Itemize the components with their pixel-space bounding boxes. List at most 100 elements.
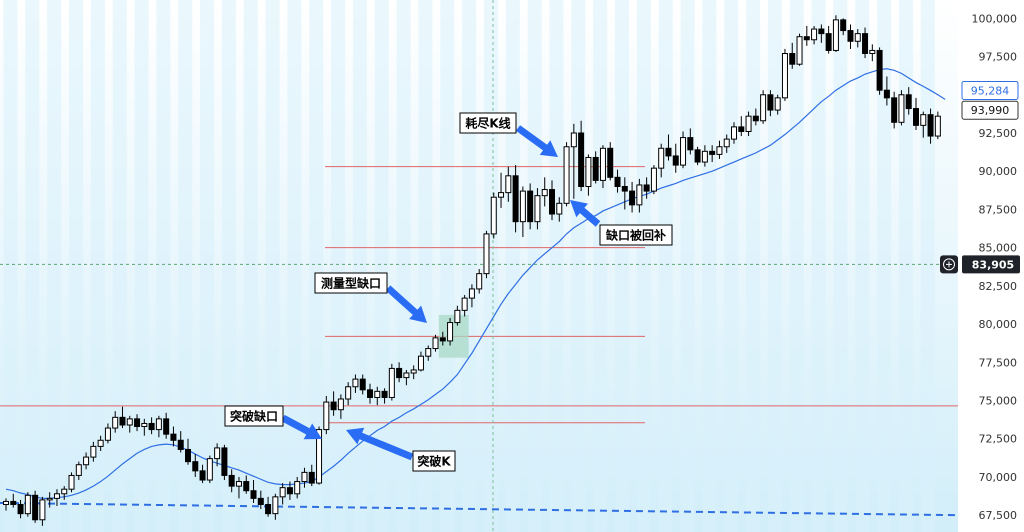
candle-body xyxy=(75,464,82,476)
background-stripe xyxy=(658,0,673,532)
background-stripe xyxy=(724,0,739,532)
candle-body xyxy=(3,500,9,505)
candle-body xyxy=(774,97,781,111)
candle xyxy=(61,486,68,500)
background-stripe xyxy=(396,0,411,532)
candle-body xyxy=(10,500,17,505)
candle-body xyxy=(701,150,708,163)
candle-body xyxy=(439,337,446,342)
candle-body xyxy=(155,418,162,431)
background-stripes xyxy=(3,0,935,532)
last-price-tag xyxy=(961,100,1019,120)
candle xyxy=(563,142,570,207)
candle xyxy=(294,476,301,499)
candle xyxy=(214,443,221,467)
candle xyxy=(650,165,657,195)
candle xyxy=(701,145,708,167)
candle-body xyxy=(767,94,774,111)
price-tick-label: 77,500 xyxy=(979,356,1018,369)
last-price-text: 93,990 xyxy=(971,104,1010,117)
candle xyxy=(381,388,388,404)
candle xyxy=(913,97,919,130)
candle-body xyxy=(308,471,315,484)
candle xyxy=(417,351,424,372)
candle xyxy=(155,415,162,438)
candle-body xyxy=(221,447,228,476)
candle-body xyxy=(46,497,53,501)
candle xyxy=(920,111,927,138)
moving-average-line xyxy=(5,68,946,499)
candle-body xyxy=(206,458,213,481)
candle-body xyxy=(170,433,177,441)
candle-body xyxy=(32,494,39,521)
candle xyxy=(206,455,213,484)
candle xyxy=(97,435,104,451)
background-stripe xyxy=(134,0,149,532)
background-stripe xyxy=(636,0,651,532)
candle-body xyxy=(461,297,468,311)
candle xyxy=(541,177,548,207)
candle xyxy=(556,197,563,222)
candle xyxy=(46,492,53,508)
background-stripe xyxy=(833,0,848,532)
candle-body xyxy=(286,487,293,495)
candle-body xyxy=(447,322,454,342)
annotation-label: 突破K xyxy=(412,450,456,472)
candle xyxy=(723,134,730,153)
background-stripe xyxy=(309,0,324,532)
price-tick-label: 67,500 xyxy=(979,509,1018,522)
annotation-text: 突破缺口 xyxy=(230,409,278,424)
candle-body xyxy=(840,19,847,32)
background-stripe xyxy=(746,0,761,532)
candle xyxy=(104,423,111,444)
background-stripe xyxy=(156,0,171,532)
candle xyxy=(534,188,541,230)
annotation-box xyxy=(599,224,673,246)
background-stripe xyxy=(615,0,630,532)
candle-body xyxy=(17,503,24,515)
candle-body xyxy=(643,184,650,192)
candle-body xyxy=(352,378,359,388)
candle-body xyxy=(854,33,861,42)
candle xyxy=(891,91,898,129)
candle-body xyxy=(636,184,643,206)
candle-body xyxy=(862,33,869,55)
background-stripe xyxy=(440,0,455,532)
candle-body xyxy=(337,398,344,411)
candle xyxy=(905,87,912,115)
background-stripe xyxy=(25,0,40,532)
candle-body xyxy=(796,36,803,65)
candle-body xyxy=(119,416,126,426)
candle xyxy=(876,47,883,95)
candle-body xyxy=(112,416,119,429)
candle xyxy=(141,418,148,436)
candle-body xyxy=(781,53,788,99)
candle-body xyxy=(141,422,148,428)
candle xyxy=(17,499,24,519)
candle-body xyxy=(323,401,330,431)
annotation-label: 突破缺口 xyxy=(224,405,284,427)
candle xyxy=(257,490,264,510)
candle-body xyxy=(752,115,759,122)
annotation-box xyxy=(412,450,456,472)
candle-body xyxy=(607,147,614,178)
price-tick-label: 92,500 xyxy=(979,127,1018,140)
background-stripe xyxy=(789,0,804,532)
candle-body xyxy=(374,390,381,398)
candle-body xyxy=(228,474,235,487)
candle xyxy=(461,295,468,317)
candle-body xyxy=(163,418,170,435)
plus-circle-icon xyxy=(943,258,955,271)
candle xyxy=(323,395,330,435)
candle xyxy=(847,24,854,49)
candle xyxy=(301,467,308,488)
candle xyxy=(374,386,381,406)
candle xyxy=(185,438,191,465)
candle-body xyxy=(381,390,388,398)
candle-body xyxy=(83,456,90,466)
candle-body xyxy=(403,372,410,379)
candle xyxy=(163,412,170,439)
candle xyxy=(483,230,490,279)
annotation-arrows xyxy=(281,125,601,461)
